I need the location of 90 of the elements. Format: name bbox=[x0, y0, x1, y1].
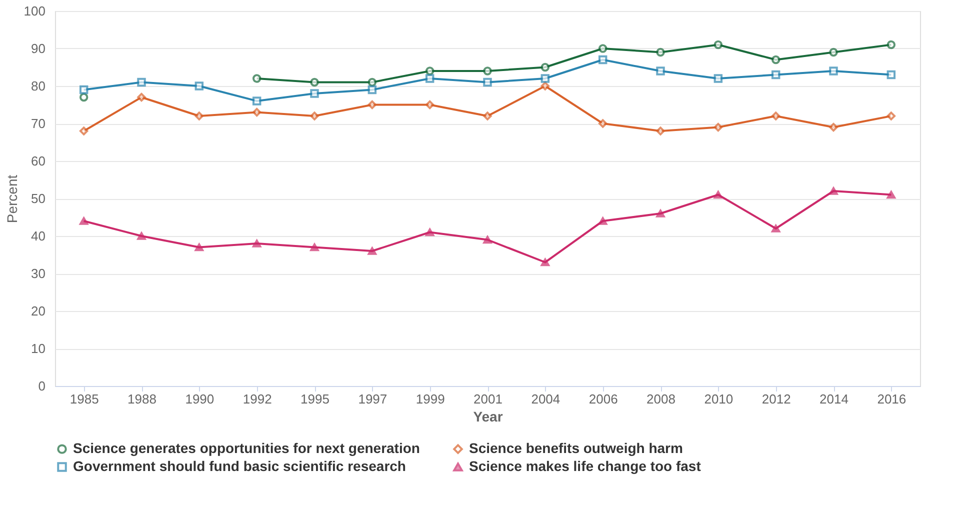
point bbox=[598, 119, 608, 128]
point bbox=[79, 126, 88, 136]
x-tick-label: 2016 bbox=[877, 392, 906, 406]
point bbox=[425, 66, 434, 76]
point bbox=[194, 82, 204, 90]
x-tick-label: 1992 bbox=[242, 392, 272, 406]
point bbox=[368, 78, 377, 87]
point bbox=[714, 74, 723, 83]
point bbox=[540, 82, 550, 90]
point bbox=[137, 92, 146, 102]
point bbox=[310, 78, 319, 87]
x-tick-label: 2004 bbox=[531, 392, 560, 406]
point bbox=[368, 100, 377, 110]
point bbox=[771, 112, 780, 120]
point bbox=[598, 44, 608, 53]
point bbox=[886, 112, 896, 120]
legend-label: Science makes life change too fast bbox=[469, 458, 702, 474]
point bbox=[656, 66, 665, 76]
point bbox=[79, 85, 88, 94]
legend-label: Government should fund basic scientific research bbox=[73, 458, 406, 474]
point bbox=[829, 66, 838, 76]
point bbox=[425, 228, 434, 236]
point bbox=[656, 210, 665, 218]
y-axis-title: Percent bbox=[4, 174, 20, 224]
x-tick-label: 1990 bbox=[185, 392, 214, 406]
point bbox=[714, 190, 723, 199]
y-tick-label: 30 bbox=[31, 266, 46, 281]
point bbox=[598, 55, 608, 64]
y-tick-label: 100 bbox=[24, 4, 46, 18]
x-tick-label: 2010 bbox=[704, 392, 734, 406]
point bbox=[714, 40, 723, 50]
y-tick-label: 60 bbox=[31, 154, 46, 168]
point bbox=[252, 108, 262, 117]
point bbox=[483, 78, 492, 87]
point bbox=[540, 258, 550, 266]
point bbox=[368, 85, 377, 94]
point bbox=[194, 112, 204, 120]
point bbox=[540, 74, 550, 83]
point bbox=[194, 243, 204, 252]
x-tick-label: 2001 bbox=[474, 392, 502, 406]
y-tick-label: 80 bbox=[31, 78, 46, 94]
x-tick-label: 2012 bbox=[762, 392, 791, 406]
point bbox=[771, 224, 780, 232]
x-tick-label: 1997 bbox=[358, 392, 388, 406]
y-tick-label: 70 bbox=[31, 116, 46, 131]
point bbox=[252, 74, 262, 83]
point bbox=[425, 100, 434, 110]
y-tick-label: 90 bbox=[31, 41, 46, 56]
y-tick-label: 50 bbox=[31, 191, 46, 206]
point bbox=[829, 48, 838, 57]
point bbox=[252, 96, 262, 106]
point bbox=[771, 55, 780, 64]
point bbox=[714, 122, 723, 132]
point bbox=[310, 89, 319, 98]
y-tick-label: 20 bbox=[31, 304, 46, 318]
point bbox=[252, 240, 262, 248]
y-tick-label: 40 bbox=[31, 228, 46, 244]
point bbox=[886, 40, 896, 50]
point bbox=[137, 232, 146, 240]
point bbox=[368, 247, 377, 255]
x-tick-label: 1985 bbox=[70, 392, 99, 406]
point bbox=[829, 122, 838, 132]
point bbox=[656, 48, 665, 57]
point bbox=[886, 190, 896, 199]
x-tick-label: 2006 bbox=[588, 392, 618, 406]
point bbox=[483, 112, 492, 120]
point bbox=[79, 217, 88, 225]
x-tick-label: 1999 bbox=[416, 392, 445, 406]
point bbox=[540, 62, 550, 72]
x-axis-title: Year bbox=[473, 408, 504, 424]
point bbox=[598, 217, 608, 225]
y-tick-label: 10 bbox=[31, 341, 46, 356]
point bbox=[656, 126, 665, 136]
point bbox=[137, 78, 146, 87]
point bbox=[425, 74, 434, 83]
point bbox=[483, 236, 492, 244]
point bbox=[310, 243, 319, 252]
x-tick-label: 2008 bbox=[646, 392, 676, 406]
legend-label: Science generates opportunities for next generation bbox=[73, 440, 420, 456]
x-tick-label: 1988 bbox=[128, 392, 156, 406]
point bbox=[829, 187, 838, 195]
point bbox=[886, 70, 896, 80]
x-tick-label: 1995 bbox=[300, 392, 330, 406]
point bbox=[79, 92, 88, 102]
y-tick-label: 0 bbox=[38, 378, 46, 394]
legend-label: Science benefits outweigh harm bbox=[469, 440, 683, 456]
x-tick-label: 2014 bbox=[820, 392, 848, 406]
point bbox=[771, 70, 780, 80]
point bbox=[483, 66, 492, 76]
point bbox=[310, 112, 319, 120]
